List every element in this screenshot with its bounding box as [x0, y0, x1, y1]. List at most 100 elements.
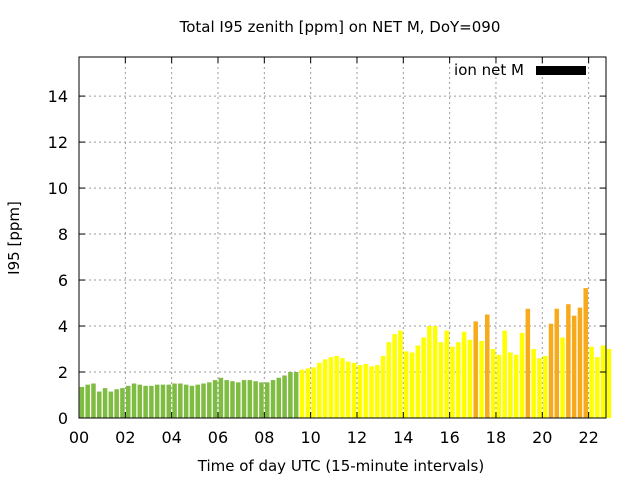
- bar: [531, 349, 536, 418]
- bar: [143, 385, 148, 418]
- bar: [346, 361, 351, 418]
- bar: [259, 382, 264, 418]
- bar: [154, 384, 160, 418]
- bar: [212, 380, 218, 418]
- y-tick-labels: 0 2 4 6 8 10 12 14: [48, 87, 68, 428]
- bar: [363, 363, 368, 418]
- bar: [334, 355, 339, 418]
- bar: [606, 349, 612, 418]
- bar: [270, 380, 276, 418]
- x-tick-label: 10: [300, 428, 320, 447]
- bar: [571, 315, 577, 418]
- x-tick-label: 04: [161, 428, 181, 447]
- y-tick-label: 12: [48, 133, 68, 152]
- bar: [276, 377, 282, 418]
- bar: [253, 381, 258, 418]
- bar: [461, 331, 467, 418]
- bar: [178, 383, 183, 418]
- bar: [183, 384, 189, 418]
- bar: [444, 330, 449, 418]
- y-tick-label: 2: [58, 363, 68, 382]
- legend-label: ion net M: [454, 61, 524, 79]
- y-tick-label: 0: [58, 409, 68, 428]
- bar: [125, 385, 131, 418]
- x-tick-label: 18: [486, 428, 506, 447]
- legend: ion net M: [454, 61, 586, 79]
- bar: [537, 358, 542, 418]
- x-tick-label: 16: [439, 428, 459, 447]
- bar: [548, 323, 554, 418]
- bar: [293, 372, 299, 418]
- bar: [97, 391, 102, 418]
- bar: [85, 384, 90, 418]
- bar: [137, 384, 143, 418]
- y-tick-label: 4: [58, 317, 68, 336]
- bar: [403, 351, 409, 418]
- bar: [305, 368, 311, 418]
- bar: [224, 380, 229, 418]
- bar: [473, 321, 478, 418]
- x-tick-label: 22: [578, 428, 598, 447]
- bar: [525, 308, 531, 418]
- bar: [102, 388, 108, 418]
- bar: [189, 385, 195, 418]
- bar: [241, 380, 247, 418]
- bar: [502, 330, 507, 418]
- bar: [398, 330, 403, 418]
- bar: [450, 346, 455, 418]
- bar: [317, 362, 322, 418]
- y-axis-label: I95 [ppm]: [5, 201, 23, 275]
- y-tick-label: 8: [58, 225, 68, 244]
- bars: [79, 288, 612, 418]
- bar: [149, 385, 154, 418]
- x-tick-label: 08: [254, 428, 274, 447]
- bar: [485, 314, 490, 418]
- bar: [230, 381, 235, 418]
- y-tick-label: 10: [48, 179, 68, 198]
- bar: [519, 332, 525, 418]
- bar: [456, 342, 461, 418]
- bar: [311, 367, 316, 418]
- bar: [467, 339, 473, 418]
- bar: [357, 365, 363, 418]
- y-tick-label: 14: [48, 87, 68, 106]
- x-tick-label: 00: [69, 428, 89, 447]
- bar: [79, 386, 85, 418]
- bar: [340, 358, 345, 418]
- bar: [589, 346, 594, 418]
- bar: [415, 345, 421, 418]
- bar: [247, 380, 253, 418]
- bar: [438, 342, 444, 418]
- x-tick-label: 14: [393, 428, 413, 447]
- bar: [91, 383, 96, 418]
- x-tick-label: 06: [208, 428, 228, 447]
- bar: [166, 384, 172, 418]
- legend-swatch: [536, 66, 586, 75]
- bar: [513, 354, 519, 418]
- x-tick-labels: 00 02 04 06 08 10 12 14 16 18 20 22: [69, 428, 599, 447]
- bar: [282, 375, 287, 418]
- x-axis-label: Time of day UTC (15-minute intervals): [197, 457, 484, 475]
- x-tick-label: 20: [532, 428, 552, 447]
- bar: [131, 383, 137, 418]
- bar: [172, 383, 177, 418]
- bar: [427, 326, 432, 418]
- bar: [583, 288, 588, 418]
- bar: [201, 383, 206, 418]
- bar: [195, 384, 200, 418]
- bar: [432, 326, 438, 418]
- bar: [374, 365, 380, 418]
- y-tick-label: 6: [58, 271, 68, 290]
- chart-title: Total I95 zenith [ppm] on NET M, DoY=090: [179, 18, 501, 36]
- bar: [264, 382, 270, 418]
- bar: [369, 366, 374, 418]
- bar: [108, 391, 114, 418]
- bar: [351, 362, 357, 418]
- plot-frame: [78, 56, 607, 419]
- bar: [114, 389, 119, 418]
- bar: [490, 349, 496, 418]
- bar: [409, 352, 415, 418]
- bar: [508, 352, 513, 418]
- bar: [207, 382, 212, 418]
